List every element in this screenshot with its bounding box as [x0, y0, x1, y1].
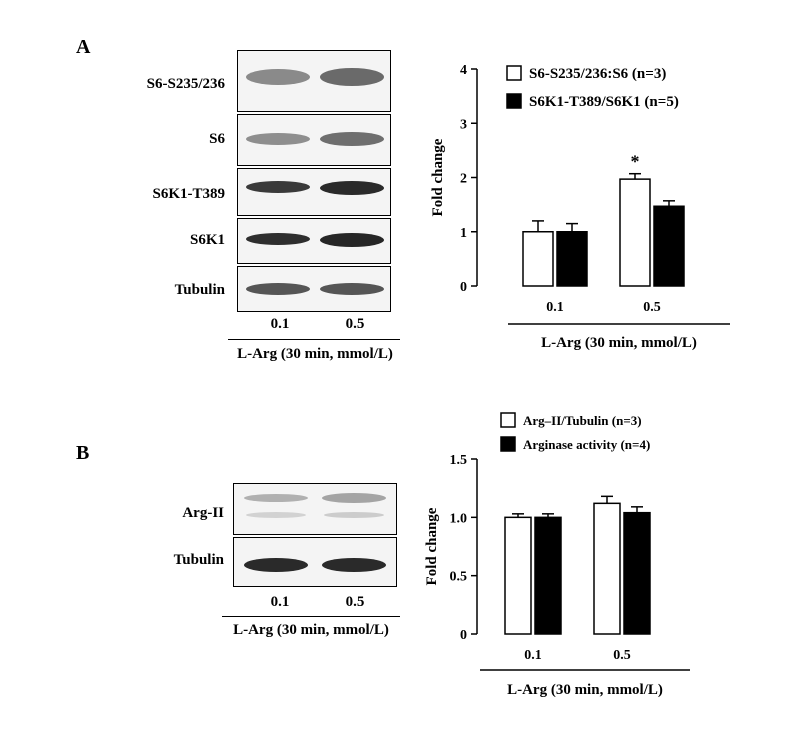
- bar-s1-c0: [534, 516, 562, 635]
- blot-label-tubulin-b: Tubulin: [173, 552, 224, 568]
- legend-label-1: S6K1-T389/S6K1 (n=5): [529, 94, 679, 110]
- y-tick-label-2: 2: [460, 172, 467, 187]
- y-tick-label-0: 0: [460, 628, 467, 643]
- blot-image-tubulin-b: [233, 537, 397, 587]
- bar-s0-c1: [619, 178, 651, 287]
- x-tick-label-1: 0.5: [643, 300, 661, 315]
- bar-s0-c0: [504, 516, 532, 635]
- blot-b-axis-line: [222, 616, 400, 617]
- bar-s0-c1: [593, 502, 621, 635]
- x-axis-title: L-Arg (30 min, mmol/L): [541, 335, 697, 351]
- blot-image-s6k1: [237, 218, 391, 264]
- legend-swatch-1: [500, 436, 516, 452]
- blot-lane-label-0: 0.1: [270, 316, 290, 332]
- blot-xaxis-title: L-Arg (30 min, mmol/L): [237, 346, 393, 362]
- blot-image-tubulin: [237, 266, 391, 312]
- blot-label-arg2: Arg-II: [182, 505, 224, 521]
- panel-b-letter: B: [76, 442, 90, 464]
- y-tick-label-1: 1: [460, 226, 467, 241]
- y-axis-title: Fold change: [430, 138, 446, 216]
- legend-swatch-0: [506, 65, 522, 81]
- blot-image-s6-phospho: [237, 50, 391, 112]
- bar-s1-c1: [623, 511, 651, 635]
- y-tick-label-0: 0: [460, 280, 467, 295]
- blot-image-arg2: [233, 483, 397, 535]
- y-tick-label-4: 4: [460, 63, 467, 78]
- x-tick-label-0: 0.1: [524, 648, 542, 663]
- legend-swatch-1: [506, 93, 522, 109]
- blot-axis-line: [228, 339, 400, 340]
- y-tick-label-3: 3: [460, 117, 467, 132]
- blot-image-s6: [237, 114, 391, 166]
- bar-s1-c1: [653, 205, 685, 287]
- significance-star-0: *: [631, 152, 640, 172]
- y-tick-label-1: 0.5: [450, 570, 468, 585]
- blot-lane-label-1: 0.5: [345, 316, 365, 332]
- bar-chart-a: 0 1 2 3 4 Fold change 0.1 0.5 * L-Arg (30 min, mm…: [430, 63, 730, 351]
- legend-label-0: Arg–II/Tubulin (n=3): [523, 413, 642, 428]
- blot-label-tubulin: Tubulin: [174, 282, 225, 298]
- blot-image-s6k1-phospho: [237, 168, 391, 216]
- legend-swatch-0: [500, 412, 516, 428]
- legend-label-1: Arginase activity (n=4): [523, 437, 650, 452]
- blot-b-lane-label-1: 0.5: [345, 594, 365, 610]
- x-tick-label-1: 0.5: [613, 648, 631, 663]
- bar-s0-c0: [522, 231, 554, 287]
- y-tick-label-3: 1.5: [450, 453, 468, 468]
- blot-b-xaxis-title: L-Arg (30 min, mmol/L): [233, 622, 389, 638]
- blot-b-lane-label-0: 0.1: [270, 594, 290, 610]
- blot-label-s6k1: S6K1: [189, 232, 225, 248]
- y-tick-label-2: 1.0: [450, 511, 468, 526]
- bar-chart-b: 0 0.5 1.0 1.5 Fold change 0.1 0.5 L-Arg (30 min…: [424, 412, 690, 698]
- x-axis-title: L-Arg (30 min, mmol/L): [507, 682, 663, 698]
- y-axis-title: Fold change: [424, 507, 440, 585]
- bar-s1-c0: [556, 231, 588, 287]
- blot-label-s6k1-phospho: S6K1-T389: [152, 186, 225, 202]
- x-tick-label-0: 0.1: [546, 300, 564, 315]
- legend-label-0: S6-S235/236:S6 (n=3): [529, 66, 666, 82]
- panel-a-letter: A: [76, 36, 91, 58]
- blot-label-s6-phospho: S6-S235/236: [146, 76, 225, 92]
- blot-label-s6: S6: [209, 131, 225, 147]
